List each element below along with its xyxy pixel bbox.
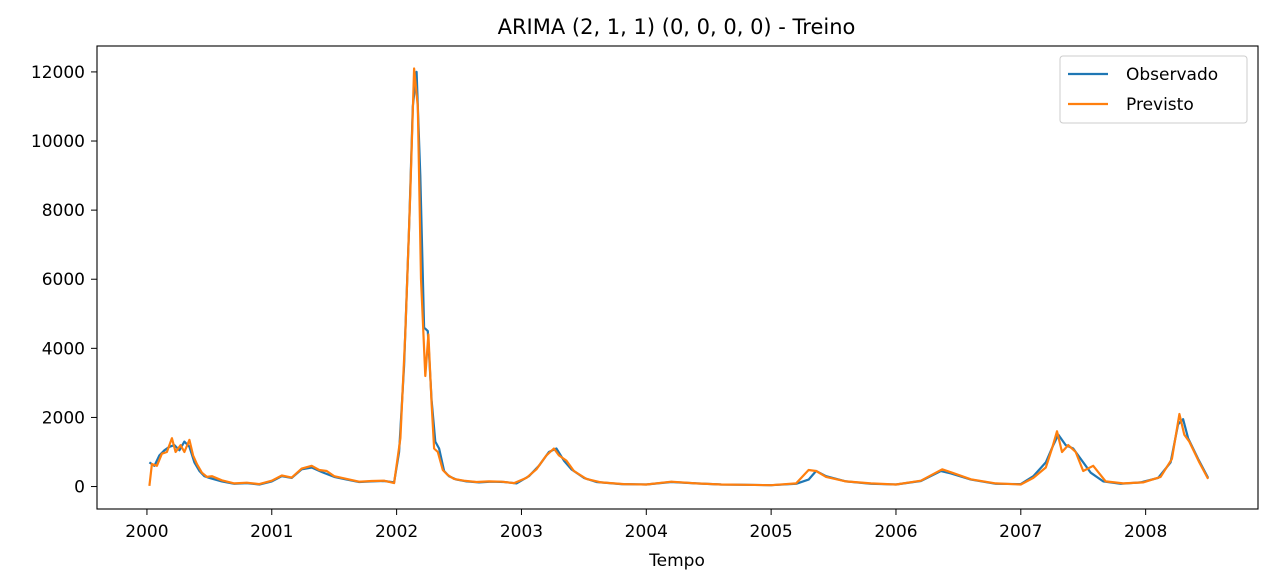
- y-tick-label: 0: [74, 478, 85, 498]
- chart-title: ARIMA (2, 1, 1) (0, 0, 0, 0) - Treino: [498, 15, 856, 39]
- y-tick-label: 8000: [42, 201, 85, 221]
- x-tick-label: 2000: [125, 522, 168, 542]
- x-tick-label: 2007: [999, 522, 1042, 542]
- legend-label-previsto: Previsto: [1126, 95, 1194, 115]
- x-tick-label: 2002: [375, 522, 418, 542]
- y-tick-label: 6000: [42, 270, 85, 290]
- series-layer: [148, 67, 1210, 487]
- y-tick-label: 4000: [42, 339, 85, 359]
- series-line-previsto: [148, 67, 1210, 487]
- x-tick-label: 2004: [625, 522, 668, 542]
- plot-frame: [96, 45, 1259, 510]
- y-tick-label: 12000: [31, 63, 85, 83]
- x-tick-label: 2005: [749, 522, 792, 542]
- x-axis: 2000 2001 2002 2003 2004 2005 2006 2007 2008: [125, 509, 1167, 542]
- legend-box: [1059, 55, 1248, 124]
- y-tick-label: 10000: [31, 132, 85, 152]
- x-tick-label: 2001: [250, 522, 293, 542]
- x-axis-label: Tempo: [648, 551, 705, 571]
- y-axis: 0 2000 4000 6000 8000 10000 12000: [31, 63, 97, 498]
- legend: Observado Previsto: [1059, 55, 1248, 124]
- y-tick-label: 2000: [42, 408, 85, 428]
- x-tick-label: 2003: [500, 522, 543, 542]
- legend-label-observado: Observado: [1126, 65, 1218, 85]
- x-tick-label: 2008: [1124, 522, 1167, 542]
- x-tick-label: 2006: [874, 522, 917, 542]
